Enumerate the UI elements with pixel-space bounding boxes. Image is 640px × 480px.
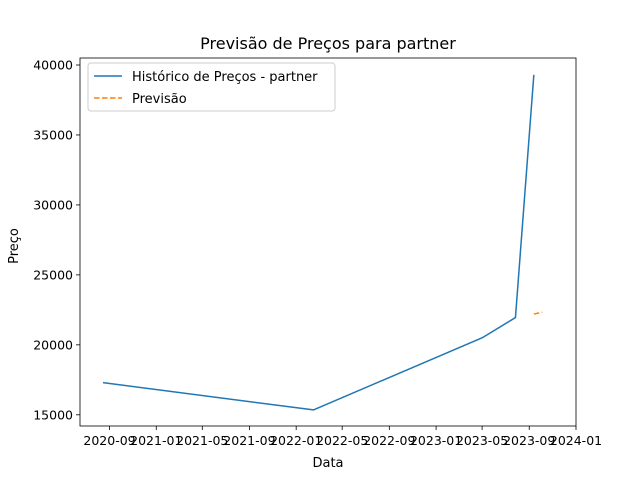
x-tick-label: 2020-09 bbox=[83, 433, 135, 448]
x-tick-label: 2021-01 bbox=[130, 433, 182, 448]
legend: Histórico de Preços - partner Previsão bbox=[87, 62, 336, 112]
y-axis-ticks: 15000 20000 25000 30000 35000 40000 bbox=[33, 57, 80, 422]
series-line-0 bbox=[102, 74, 535, 411]
x-tick-label: 2021-05 bbox=[176, 433, 228, 448]
x-tick-label: 2024-01 bbox=[550, 433, 602, 448]
y-tick-label: 35000 bbox=[33, 127, 73, 142]
legend-label-historico: Histórico de Preços - partner bbox=[132, 70, 318, 85]
y-tick-label: 15000 bbox=[33, 407, 73, 422]
plot-area bbox=[79, 57, 577, 427]
x-tick-label: 2021-09 bbox=[223, 433, 275, 448]
y-axis-label: Preço bbox=[7, 228, 22, 264]
x-tick-label: 2022-01 bbox=[270, 433, 322, 448]
x-tick-label: 2022-05 bbox=[316, 433, 368, 448]
y-tick-label: 40000 bbox=[33, 57, 73, 72]
x-tick-label: 2022-09 bbox=[363, 433, 415, 448]
x-tick-label: 2023-01 bbox=[410, 433, 462, 448]
x-axis-label: Data bbox=[312, 456, 343, 471]
x-tick-label: 2023-09 bbox=[503, 433, 555, 448]
y-tick-label: 30000 bbox=[33, 197, 73, 212]
series-line-1 bbox=[533, 311, 543, 315]
legend-box bbox=[87, 62, 336, 112]
y-tick-label: 25000 bbox=[33, 267, 73, 282]
x-tick-label: 2023-05 bbox=[456, 433, 508, 448]
legend-label-previsao: Previsão bbox=[132, 92, 187, 107]
chart-title: Previsão de Preços para partner bbox=[200, 34, 456, 53]
y-tick-label: 20000 bbox=[33, 337, 73, 352]
x-axis-ticks: 2020-092021-012021-052021-092022-012022-… bbox=[83, 426, 602, 448]
axes-frame bbox=[79, 57, 577, 427]
